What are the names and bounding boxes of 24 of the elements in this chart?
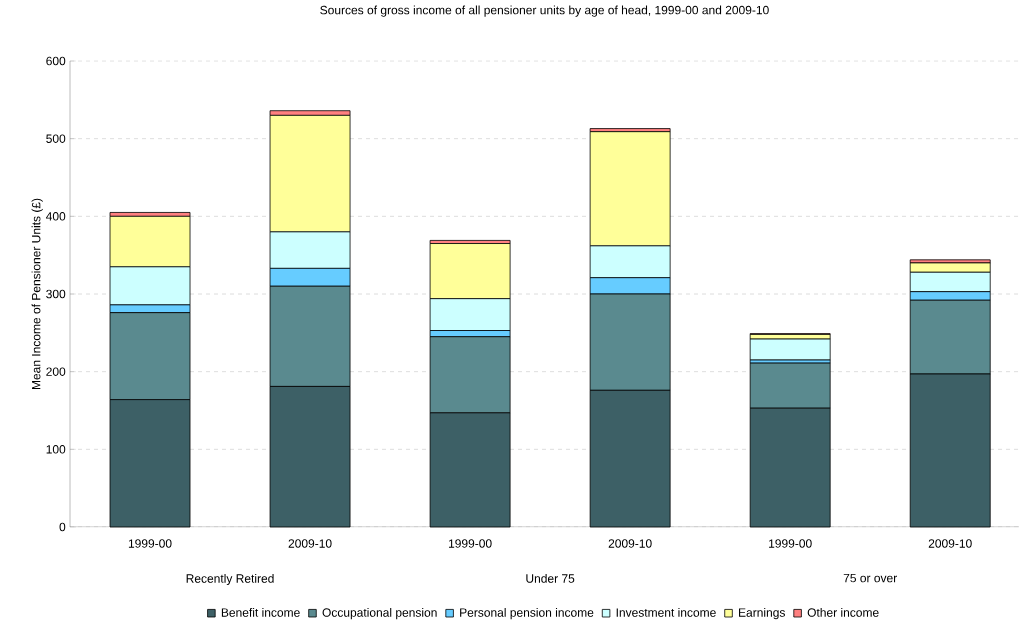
chart-title: Sources of gross income of all pensioner units by age of head, 1999-00 and 2009-10	[320, 5, 769, 17]
y-tick-label: 200	[46, 367, 66, 376]
legend-label: Earnings	[739, 607, 785, 620]
legend-label: Personal pension income	[460, 607, 594, 620]
y-tick-label: 0	[59, 522, 66, 532]
x-tick-label: 1999-00	[769, 539, 812, 548]
text: Under 75	[526, 573, 575, 583]
x-tick-label: 2009-10	[608, 539, 652, 548]
legend-label: Occupational pension	[322, 607, 437, 620]
y-axis-title: Mean Income of Pensioner Units (£)	[31, 198, 43, 390]
text: Recently Retired	[186, 573, 274, 586]
text: 75 or over	[843, 573, 897, 583]
y-tick-label: 600	[46, 56, 66, 66]
legend-label: Investment income	[616, 607, 716, 617]
x-tick-label: 2009-10	[288, 539, 332, 548]
x-tick-label: 1999-00	[128, 539, 172, 548]
y-tick-label: 400	[45, 212, 66, 221]
legend-label: Other income	[807, 607, 879, 617]
y-tick-label: 500	[46, 134, 66, 143]
x-tick-label: 1999-00	[448, 539, 492, 548]
legend-label: Benefit income	[221, 607, 300, 617]
y-tick-label: 100	[46, 445, 66, 454]
y-tick-label: 300	[46, 289, 66, 299]
x-tick-label: 2009-10	[928, 539, 972, 548]
